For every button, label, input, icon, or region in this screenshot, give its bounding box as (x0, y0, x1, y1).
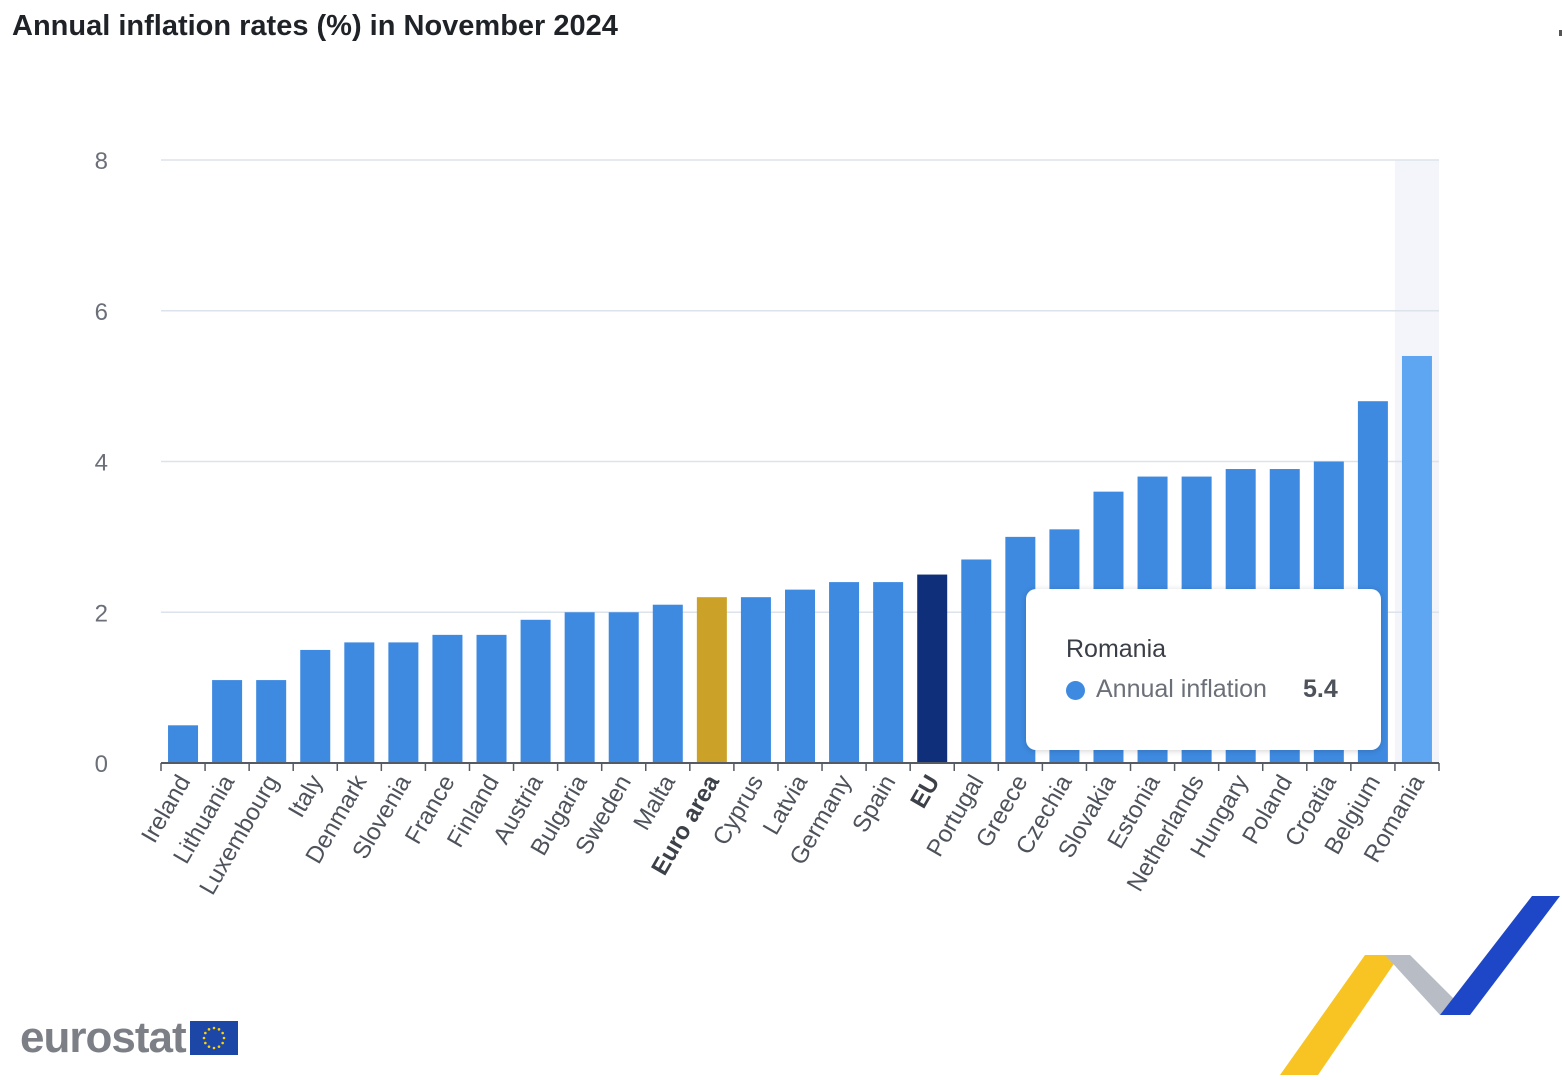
flag-star (202, 1036, 205, 1040)
y-tick-label: 2 (95, 600, 108, 627)
swoosh-grey (1385, 955, 1470, 1015)
bar[interactable] (961, 559, 992, 763)
flag-star (220, 1031, 224, 1035)
bar[interactable] (476, 634, 507, 763)
flag-star (212, 1026, 215, 1030)
swoosh-yellow (1280, 955, 1400, 1075)
bar[interactable] (256, 680, 287, 763)
bar[interactable] (785, 589, 815, 763)
bar[interactable] (652, 604, 683, 763)
bar[interactable] (168, 725, 199, 763)
y-tick-label: 4 (95, 450, 108, 477)
flag-star (220, 1041, 224, 1045)
flag-star (203, 1031, 207, 1035)
bar[interactable] (917, 574, 948, 763)
bar[interactable] (829, 582, 860, 763)
y-tick-label: 6 (95, 299, 108, 326)
flag-star (217, 1045, 220, 1048)
x-tick-label: Italy (283, 771, 328, 823)
bar[interactable] (432, 634, 463, 763)
bar[interactable] (873, 582, 904, 763)
swoosh-blue (1440, 896, 1560, 1015)
flag-star (217, 1028, 220, 1031)
bar[interactable] (740, 597, 771, 763)
x-tick-label: EU (905, 771, 945, 813)
flag-star (207, 1045, 210, 1048)
decorative-swoosh (1280, 896, 1560, 1075)
flag-star (207, 1028, 210, 1031)
bar[interactable] (388, 642, 419, 763)
bar[interactable] (608, 612, 639, 763)
tooltip-category: Romania (1066, 635, 1167, 663)
bar[interactable] (212, 680, 243, 763)
bar[interactable] (1401, 355, 1432, 763)
flag-star (203, 1041, 207, 1045)
bar[interactable] (300, 649, 331, 763)
tooltip-value: 5.4 (1303, 675, 1338, 703)
tooltip-series-marker (1066, 681, 1085, 700)
bar[interactable] (344, 642, 375, 763)
logo-text: eurostat (20, 1013, 187, 1062)
chart-tooltip: Romania Annual inflation 5.4 (1026, 589, 1381, 750)
flag-star (212, 1046, 215, 1050)
menu-handle[interactable] (1559, 30, 1562, 36)
tooltip-series-name: Annual inflation (1096, 675, 1267, 703)
bar[interactable] (696, 597, 727, 763)
bar[interactable] (564, 612, 595, 763)
eu-flag-icon (189, 1021, 238, 1055)
y-tick-label: 8 (95, 148, 108, 175)
eurostat-logo: eurostat (20, 1013, 238, 1063)
flag-star (222, 1036, 225, 1040)
bar[interactable] (520, 619, 551, 763)
chart-title: Annual inflation rates (%) in November 2… (12, 10, 618, 42)
y-tick-label: 0 (95, 751, 108, 778)
x-tick-label: Spain (847, 771, 901, 838)
